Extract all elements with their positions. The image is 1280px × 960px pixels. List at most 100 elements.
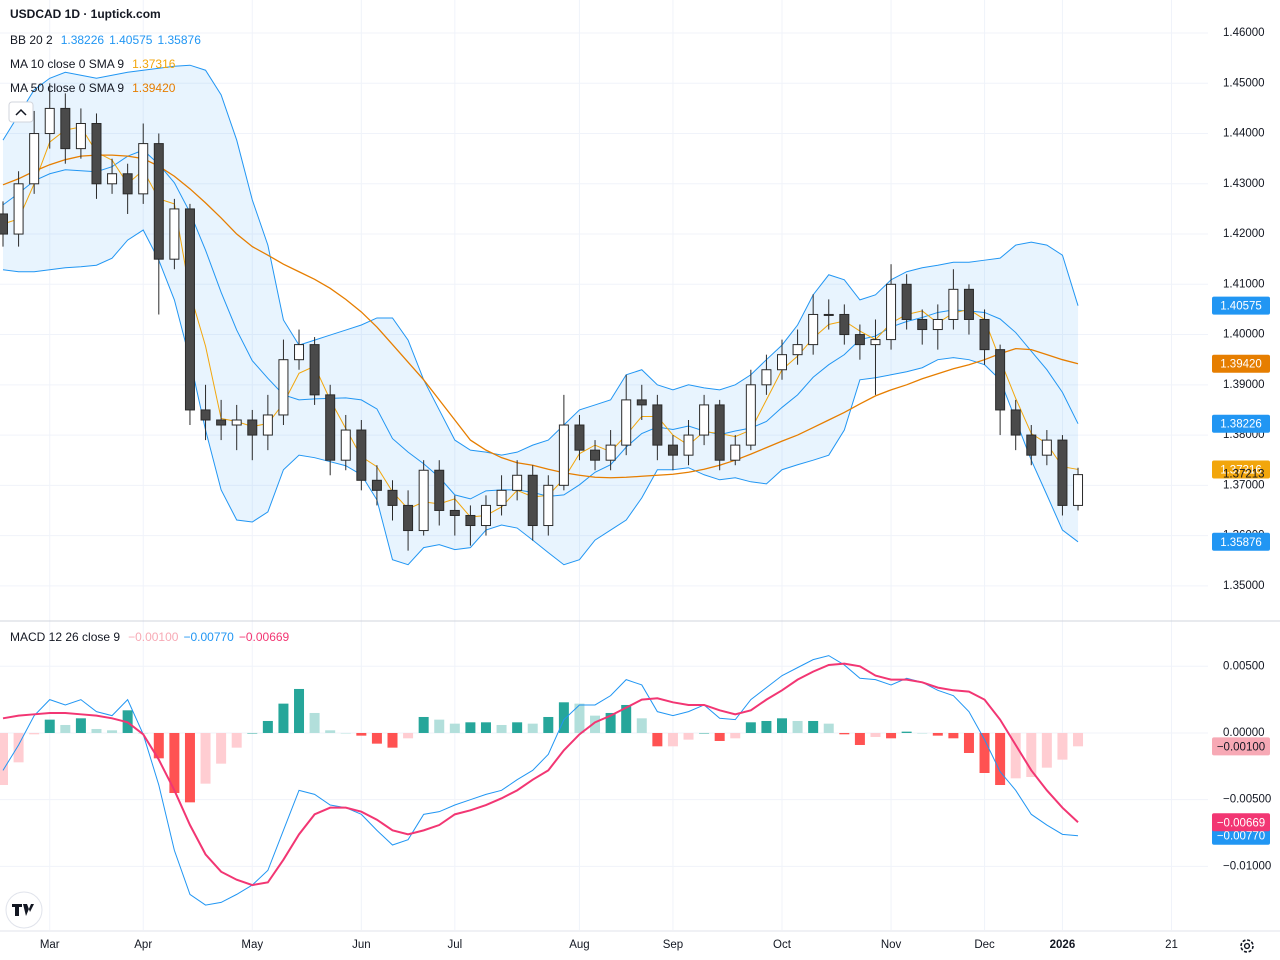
price-label: −0.00770 — [1217, 831, 1265, 843]
candle-body — [60, 107, 71, 150]
candle-body — [512, 474, 523, 491]
candle-body — [948, 288, 959, 320]
gear-inner — [1243, 942, 1251, 950]
band-fill — [3, 65, 1079, 565]
histogram-bar — [948, 732, 959, 739]
candle-body — [605, 444, 616, 461]
x-tick-label: Jun — [352, 939, 371, 951]
candle-body — [371, 479, 382, 491]
x-tick-label: 21 — [1165, 939, 1178, 951]
histogram-bar — [309, 712, 320, 733]
histogram-bar — [590, 715, 601, 733]
band-lower — [2, 229, 1079, 566]
candle-body — [153, 143, 164, 260]
histogram-bar — [371, 732, 382, 744]
ma-line — [2, 126, 1079, 518]
candle-body — [652, 404, 663, 446]
settings-button[interactable] — [1240, 939, 1254, 953]
candle-body — [107, 173, 118, 185]
price-label-box — [1212, 737, 1270, 756]
candle-body — [1026, 434, 1037, 456]
candle-body — [901, 283, 912, 320]
x-tick-label: Nov — [881, 939, 902, 951]
candle-body — [169, 208, 180, 260]
y-tick-label: 1.37000 — [1223, 479, 1265, 491]
legend-value: −0.00770 — [183, 630, 234, 644]
y-tick-label: 1.43000 — [1223, 178, 1265, 190]
histogram-bar — [558, 702, 569, 733]
collapse-box[interactable] — [8, 101, 34, 123]
candle-body — [558, 424, 569, 486]
histogram-bar — [325, 730, 336, 733]
candle-body — [590, 449, 601, 461]
x-tick-label: Mar — [40, 939, 60, 951]
price-label-box — [1212, 460, 1270, 479]
legend-name: MA 50 close 0 SMA 9 — [10, 81, 124, 95]
candle-body — [667, 444, 678, 456]
candle-body — [387, 489, 398, 506]
legend-name: BB 20 2 — [10, 33, 53, 47]
histogram-bar — [621, 704, 632, 733]
price-label: −0.00100 — [1217, 741, 1265, 753]
gear-outer[interactable] — [1240, 939, 1254, 953]
histogram-bar — [480, 722, 491, 733]
price-label: 1.40575 — [1220, 301, 1262, 313]
candle-body — [231, 419, 242, 426]
histogram-bar — [870, 732, 881, 737]
histogram-bar — [636, 718, 647, 733]
histogram-bar — [683, 732, 694, 740]
histogram-bar — [730, 732, 741, 739]
histogram-bar — [356, 732, 367, 736]
y-tick-label: 1.44000 — [1223, 128, 1265, 140]
candle-body — [808, 313, 819, 346]
chart-title: USDCAD 1D · 1uptick.com — [10, 7, 161, 21]
price-label: 1.37316 — [1220, 464, 1262, 476]
collapse-button[interactable] — [8, 101, 34, 123]
candle-body — [854, 334, 865, 346]
histogram-bar — [169, 732, 180, 794]
x-tick-label: Dec — [974, 939, 995, 951]
candle-body — [0, 213, 8, 235]
histogram-bar — [574, 703, 585, 733]
histogram-bar — [13, 732, 24, 763]
histogram-bar — [1026, 732, 1037, 778]
collapse-icon — [15, 108, 27, 116]
y-tick-label: 1.46000 — [1223, 27, 1265, 39]
candle-body — [434, 469, 445, 511]
histogram-bar — [278, 703, 289, 733]
candle-body — [543, 484, 554, 527]
histogram-bar — [231, 732, 242, 748]
x-tick-label: Apr — [134, 939, 152, 951]
candle-body — [979, 318, 990, 351]
y-tick-label: 0.00000 — [1223, 727, 1265, 739]
candle-body — [262, 414, 273, 436]
legend-value: 1.40575 — [109, 33, 153, 47]
y-tick-label: 1.41000 — [1223, 278, 1265, 290]
histogram-bar — [963, 732, 974, 753]
candle-body — [636, 399, 647, 406]
x-tick-label: May — [241, 939, 263, 951]
candle-body — [761, 369, 772, 386]
price-label: 1.35876 — [1220, 537, 1262, 549]
price-label: 1.38226 — [1220, 419, 1262, 431]
histogram-bar — [0, 732, 8, 786]
price-label-box — [1212, 414, 1270, 433]
histogram-bar — [979, 732, 990, 773]
candle-body — [294, 344, 305, 361]
logo-mark — [12, 904, 34, 916]
histogram-bar — [1073, 732, 1084, 747]
logo — [5, 891, 43, 929]
histogram-bar — [886, 732, 897, 739]
macd-line — [2, 655, 1079, 906]
histogram-bar — [1041, 732, 1052, 768]
histogram-bar — [247, 732, 258, 734]
candle-body — [216, 419, 227, 426]
histogram-bar — [699, 732, 710, 734]
histogram-bar — [777, 718, 787, 733]
legend-value: 1.39420 — [132, 81, 176, 95]
x-tick-label: Aug — [569, 939, 589, 951]
candle-body — [777, 354, 787, 371]
price-label-box — [1212, 354, 1270, 373]
histogram-bar — [901, 731, 912, 733]
